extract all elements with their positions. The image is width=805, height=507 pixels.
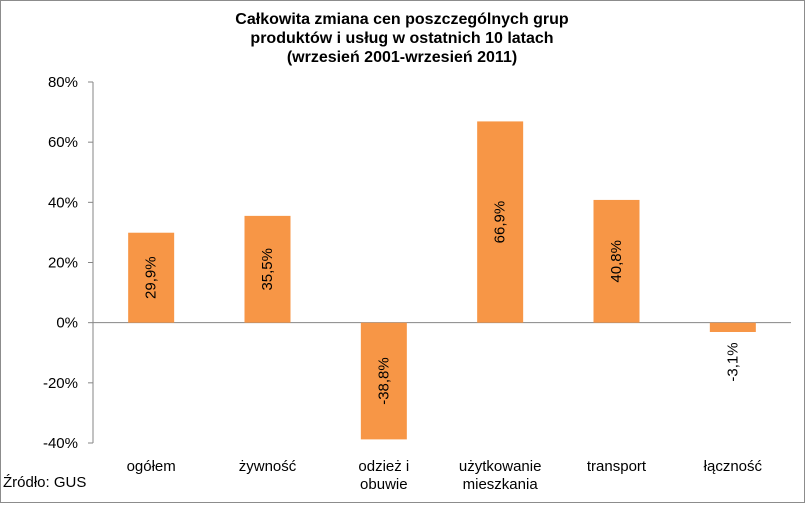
y-tick-label: -40% bbox=[43, 435, 78, 452]
bar bbox=[709, 322, 756, 332]
data-label: 29,9% bbox=[143, 256, 160, 299]
chart-title-line: Całkowita zmiana cen poszczególnych grup bbox=[235, 11, 569, 28]
y-tick-label: 0% bbox=[56, 315, 78, 332]
data-label: 40,8% bbox=[608, 240, 625, 283]
bar bbox=[477, 121, 524, 323]
category-label: obuwie bbox=[360, 476, 408, 493]
data-label: 35,5% bbox=[259, 248, 276, 291]
bar bbox=[360, 322, 407, 440]
category-label: żywność bbox=[239, 458, 297, 475]
category-label: łączność bbox=[704, 458, 763, 475]
axes bbox=[92, 82, 791, 443]
category-label: użytkowanie bbox=[459, 458, 542, 475]
y-tick-label: -20% bbox=[43, 375, 78, 392]
y-tick-label: 20% bbox=[48, 255, 78, 272]
bar bbox=[128, 232, 175, 323]
data-label: -38,8% bbox=[375, 357, 392, 405]
bars bbox=[128, 121, 756, 440]
chart-title-line: (wrzesień 2001-wrzesień 2011) bbox=[287, 49, 517, 66]
data-label: 66,9% bbox=[492, 201, 509, 244]
chart-title: Całkowita zmiana cen poszczególnych grup… bbox=[235, 11, 569, 66]
y-tick-label: 80% bbox=[48, 74, 78, 91]
y-tick-label: 60% bbox=[48, 134, 78, 151]
y-axis-ticks: 80% 60% 40% 20% 0% -20% -40% bbox=[43, 74, 93, 452]
chart-title-line: produktów i usług w ostatnich 10 latach bbox=[250, 30, 553, 47]
category-label: ogółem bbox=[127, 458, 176, 475]
y-tick-label: 40% bbox=[48, 194, 78, 211]
data-labels: 29,9% 35,5% -38,8% 66,9% 40,8% -3,1% bbox=[143, 201, 742, 405]
data-label: -3,1% bbox=[724, 342, 741, 381]
source-note: Źródło: GUS bbox=[3, 474, 86, 491]
category-label: mieszkania bbox=[463, 476, 539, 493]
bar bbox=[244, 215, 291, 323]
category-label: transport bbox=[587, 458, 647, 475]
category-label: odzież i bbox=[358, 458, 409, 475]
bar bbox=[593, 199, 640, 323]
